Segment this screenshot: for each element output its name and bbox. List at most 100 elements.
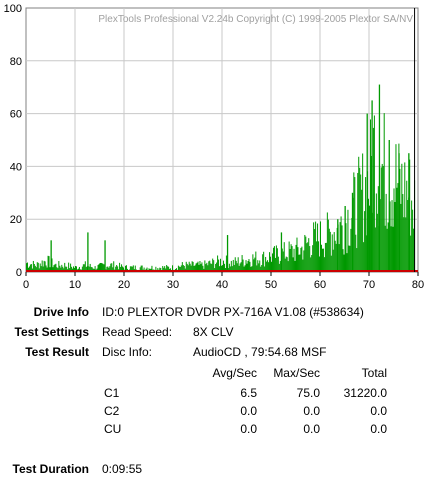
c1-peak-bar (226, 235, 229, 272)
c1-bar (265, 256, 267, 272)
c1-bar (201, 262, 203, 272)
c1-bar (316, 241, 318, 272)
c1-bar (321, 248, 323, 272)
c1-bar (90, 266, 92, 272)
c1-bar (384, 225, 386, 272)
disc-info-label: Disc Info: (102, 345, 153, 359)
c1-bar (89, 263, 91, 272)
c1-bar (225, 255, 227, 272)
c1-bar (276, 248, 278, 272)
c1-series (26, 84, 416, 273)
c1-bar (256, 265, 258, 272)
c1-bar (197, 261, 199, 272)
c1-bar (206, 262, 208, 272)
c1-bar (162, 266, 164, 272)
c1-bar (213, 260, 215, 272)
c1-bar (224, 267, 226, 272)
x-tick-label: 20 (118, 279, 130, 291)
c1-bar (193, 266, 195, 272)
c1-bar (103, 264, 105, 272)
c1-bar (107, 266, 109, 272)
c1-bar (151, 265, 153, 272)
c1-bar (186, 263, 188, 272)
c1-bar (319, 256, 321, 272)
c1-bar (236, 263, 238, 272)
c1-bar (117, 266, 119, 272)
c1-bar (218, 259, 220, 272)
c1-bar (71, 266, 73, 272)
c1-bar (286, 257, 288, 272)
c1-bar (222, 265, 223, 272)
c1-bar (291, 246, 293, 272)
c1-bar (85, 266, 87, 272)
row-c1-avg: 6.5 (240, 386, 257, 400)
c1-bar (98, 264, 100, 272)
c1-peak-bar (280, 232, 283, 272)
c1-bar (182, 265, 184, 272)
c1-bar (200, 264, 202, 272)
c1-bar (239, 263, 241, 272)
c1-bar (178, 266, 180, 272)
c1-bar (34, 265, 36, 272)
c1-bar (212, 258, 214, 272)
c1-bar (347, 209, 349, 272)
c1-bar (315, 221, 317, 272)
c1-bar (269, 252, 271, 272)
c1-bar (75, 266, 76, 272)
c1-bar (334, 240, 336, 272)
c1-bar (410, 235, 412, 272)
c1-bar (368, 198, 370, 272)
c1-bar (222, 260, 224, 272)
c1-bar (229, 266, 231, 272)
c1-bar (62, 266, 64, 272)
read-speed-value: 8X CLV (193, 325, 234, 339)
c1-bar (300, 247, 302, 272)
c1-bar (259, 260, 261, 272)
c1-bar (405, 217, 407, 272)
c1-bar (228, 263, 230, 272)
c1-bar (364, 211, 366, 272)
c1-bar (181, 262, 183, 272)
c1-bar (198, 264, 200, 272)
c1-bar (249, 261, 251, 272)
c1-bar (279, 260, 281, 272)
header-max: Max/Sec (273, 366, 320, 380)
x-tick-label: 80 (412, 279, 424, 291)
c1-bar (61, 264, 63, 272)
test-result-label: Test Result (25, 345, 89, 359)
disc-info-value: AudioCD , 79:54.68 MSF (193, 345, 327, 359)
c1-bar (251, 266, 253, 272)
c1-bar (204, 260, 206, 272)
c1-bar (116, 265, 118, 272)
c1-bar (192, 261, 194, 272)
c1-bar (32, 260, 34, 272)
c1-bar (45, 265, 47, 272)
c1-peak-bar (408, 153, 410, 272)
c1-bar (164, 266, 166, 272)
c1-bar (317, 223, 319, 272)
c1-bar (273, 246, 275, 272)
c1-bar (369, 205, 370, 272)
c1-bar (124, 265, 126, 272)
c1-bar (39, 263, 41, 272)
c1-bar (28, 266, 30, 272)
c1-c2-chart: PlexTools Professional V2.24b Copyright … (4, 3, 424, 291)
c1-bar (296, 237, 298, 272)
c1-bar (215, 263, 217, 272)
c1-bar (277, 256, 279, 272)
x-tick-label: 70 (363, 279, 375, 291)
c1-bar (88, 266, 90, 272)
c1-bar (84, 261, 86, 272)
c1-bar (210, 263, 212, 272)
c1-bar (247, 261, 249, 272)
c1-bar (58, 261, 60, 272)
c1-bar (119, 262, 121, 272)
c1-bar (404, 162, 406, 272)
c1-bar (120, 266, 122, 272)
c1-bar (195, 263, 197, 272)
c1-bar (261, 265, 263, 272)
c1-bar (168, 266, 170, 272)
c1-bar (53, 265, 55, 272)
c1-bar (216, 262, 218, 272)
c1-bar (254, 257, 256, 272)
